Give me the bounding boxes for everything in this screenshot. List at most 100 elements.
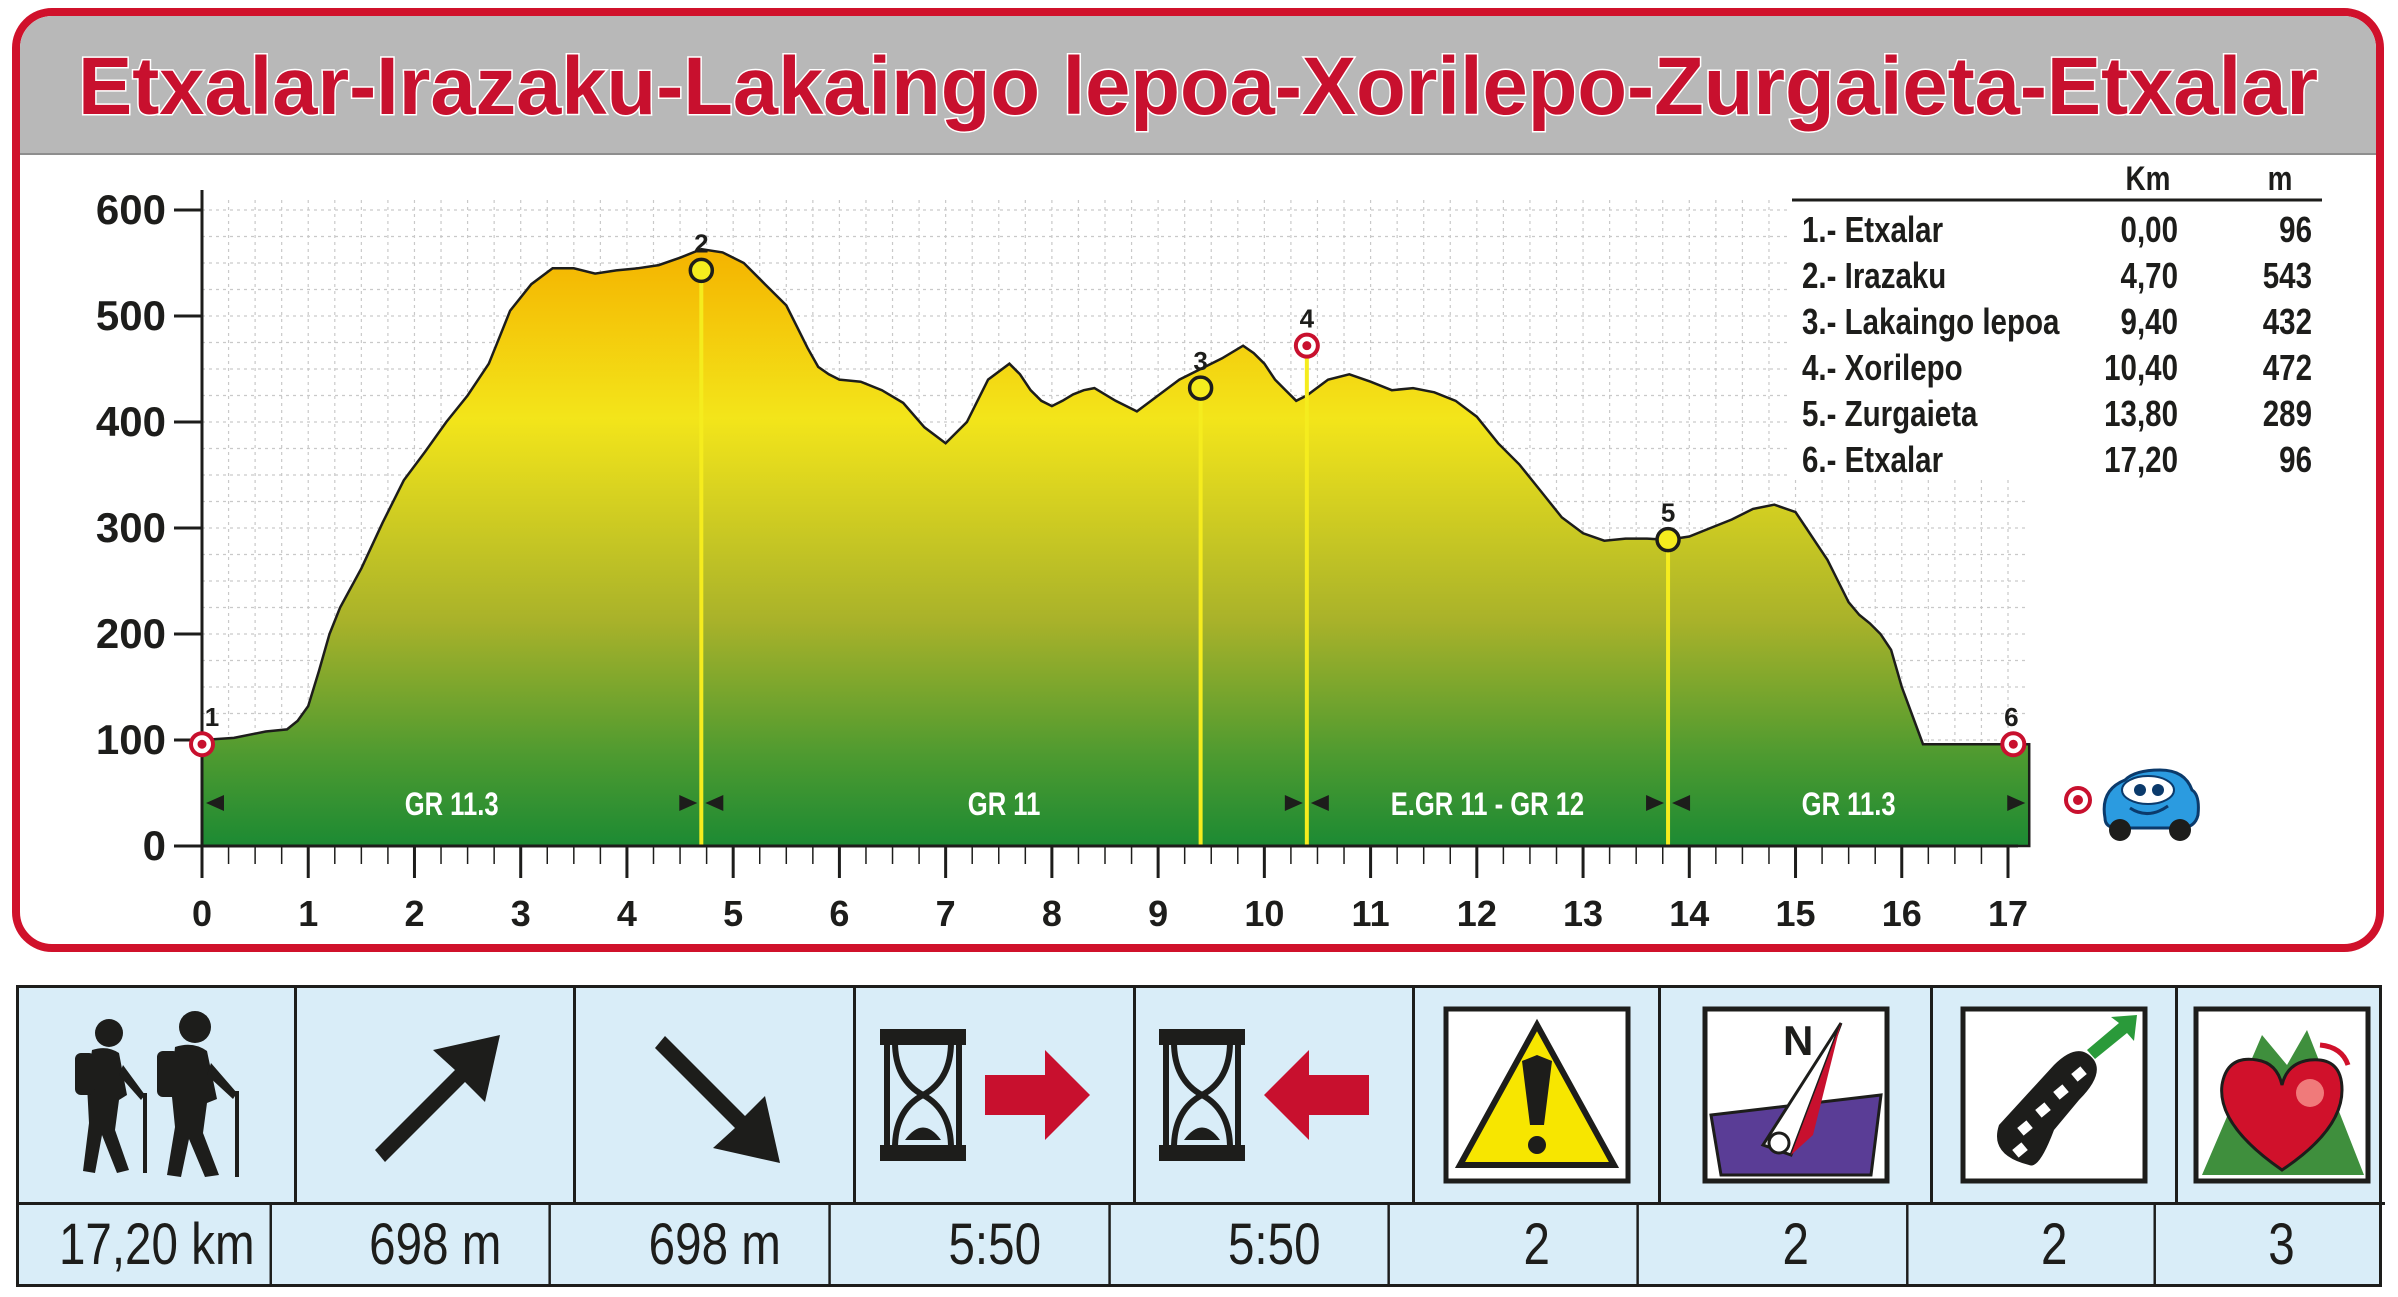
y-tick-label: 400 [96, 398, 166, 445]
waypoint-label: 3 [1193, 346, 1207, 376]
table-row-m: 472 [2263, 347, 2312, 387]
x-tick-label: 2 [404, 893, 424, 934]
stat-value-ascent: 698 m [322, 1205, 551, 1284]
segment-label: GR 11.3 [405, 787, 499, 822]
x-tick-label: 5 [723, 893, 743, 934]
hourglass-return-icon [1159, 1029, 1369, 1161]
x-tick-label: 6 [829, 893, 849, 934]
terrain-value: 2 [2041, 1212, 2068, 1277]
y-tick-label: 100 [96, 716, 166, 763]
table-row-km: 9,40 [2121, 301, 2178, 341]
waypoint-marker-dot [197, 739, 207, 749]
table-background [1788, 190, 2328, 480]
waypoint-marker-dot [1302, 341, 1312, 351]
distance-value: 17,20 km [58, 1212, 255, 1277]
table-row-name: 4.- Xorilepo [1802, 347, 1963, 387]
segment-label: E.GR 11 - GR 12 [1391, 787, 1584, 822]
table-header-m: m [2268, 159, 2293, 197]
car-icon [2102, 768, 2200, 841]
x-tick-label: 16 [1882, 893, 1922, 934]
waypoint-marker [1655, 526, 1681, 553]
difficulty-value: 2 [1523, 1212, 1550, 1277]
trail-segments: GR 11.3 GR 11 E.GR 11 - GR 12 GR 11.3 [206, 270, 2026, 846]
orientation-value: 2 [1782, 1212, 1809, 1277]
stat-icon-cell-descent [576, 988, 856, 1205]
x-tick-label: 7 [936, 893, 956, 934]
x-tick-label: 10 [1244, 893, 1284, 934]
stat-icon-cell-ascent [297, 988, 576, 1205]
descent-value: 698 m [648, 1212, 781, 1277]
ascent-value: 698 m [369, 1212, 502, 1277]
waypoint-table: Km m 1.- Etxalar 0,00 96 2.- Irazaku 4,70 543 3.… [1788, 159, 2328, 480]
x-tick-label: 13 [1563, 893, 1603, 934]
table-row-name: 5.- Zurgaieta [1802, 393, 1978, 433]
stat-icon-cell-time-return [1136, 988, 1415, 1205]
back-arrow-icon [1264, 1050, 1369, 1140]
waypoint-label: 5 [1661, 498, 1675, 528]
table-row-name: 6.- Etxalar [1802, 439, 1943, 479]
segment-arrow-right-icon [1646, 795, 1665, 811]
table-row-m: 96 [2279, 209, 2312, 249]
stat-value-descent: 698 m [601, 1205, 831, 1284]
car-stop-dot [2073, 795, 2083, 805]
difficulty-warning-icon [1443, 1006, 1630, 1184]
y-tick-label: 200 [96, 610, 166, 657]
elevation-area [200, 247, 2031, 848]
x-tick-label: 12 [1457, 893, 1497, 934]
orientation-compass-icon: N [1702, 1006, 1889, 1184]
stat-icon-cell-orientation: N [1661, 988, 1933, 1205]
terrain-boot-icon [1960, 1006, 2148, 1184]
y-tick-label: 300 [96, 504, 166, 551]
table-row-km: 0,00 [2121, 209, 2178, 249]
stat-value-time-forward: 5:50 [881, 1205, 1111, 1284]
x-tick-label: 17 [1988, 893, 2028, 934]
stat-icon-cell-difficulty [1415, 988, 1661, 1205]
table-row-m: 543 [2263, 255, 2312, 295]
x-tick-label: 14 [1669, 893, 1709, 934]
elevation-chart: GR 11.3 GR 11 E.GR 11 - GR 12 GR 11.3 01002… [95, 159, 2328, 934]
hikers-icon [74, 1011, 239, 1177]
x-tick-label: 1 [298, 893, 318, 934]
x-tick-label: 8 [1042, 893, 1062, 934]
table-row-km: 17,20 [2104, 439, 2178, 479]
table-row-km: 4,70 [2121, 255, 2178, 295]
stat-icon-cell-distance [19, 988, 297, 1205]
table-row-name: 2.- Irazaku [1802, 255, 1946, 295]
stat-value-orientation: 2 [1685, 1205, 1909, 1284]
waypoints: 1 2 3 4 5 6 [189, 228, 2027, 758]
title-text: Etxalar-Irazaku-Lakaingo lepoa-Xorilepo-… [78, 41, 2318, 132]
waypoint-label: 2 [694, 228, 708, 258]
x-tick-label: 11 [1352, 893, 1390, 934]
table-header-km: Km [2126, 159, 2171, 197]
terrain-arrow-icon [2087, 1015, 2137, 1059]
waypoint-label: 1 [205, 702, 219, 732]
car-mascot [2064, 768, 2200, 841]
forward-arrow-icon [984, 1050, 1090, 1140]
waypoint-marker [1187, 375, 1214, 401]
compass-letter: N [1783, 1017, 1813, 1064]
stats-table: N 17,20 km 698 m 698 m 5:50 5:5 [16, 985, 2385, 1287]
segment-arrow-left-icon [206, 795, 224, 811]
segment-arrow-left-icon [1310, 795, 1329, 811]
stat-value-difficulty: 2 [1437, 1205, 1639, 1284]
y-tick-label: 600 [96, 186, 166, 233]
title-bar: Etxalar-Irazaku-Lakaingo lepoa-Xorilepo-… [20, 16, 2376, 155]
effort-value: 3 [2268, 1212, 2295, 1277]
table-row-name: 3.- Lakaingo lepoa [1802, 301, 2060, 341]
y-tick-label: 0 [143, 822, 166, 869]
segment-arrow-left-icon [705, 795, 724, 811]
table-row-m: 289 [2263, 393, 2312, 433]
x-tick-label: 3 [511, 893, 531, 934]
effort-heart-icon [2193, 1006, 2370, 1184]
waypoint-marker-dot [2008, 739, 2018, 749]
x-tick-label: 0 [192, 893, 212, 934]
waypoint-label: 6 [2004, 702, 2018, 732]
stat-value-terrain: 2 [1955, 1205, 2156, 1284]
stat-icon-cell-time-forward [856, 988, 1136, 1205]
segment-arrow-left-icon [1672, 795, 1691, 811]
x-tick-label: 9 [1148, 893, 1168, 934]
time-forward-value: 5:50 [948, 1212, 1042, 1277]
table-row-name: 1.- Etxalar [1802, 209, 1943, 249]
ascent-arrow-icon [375, 1035, 500, 1162]
table-row-m: 96 [2279, 439, 2312, 479]
